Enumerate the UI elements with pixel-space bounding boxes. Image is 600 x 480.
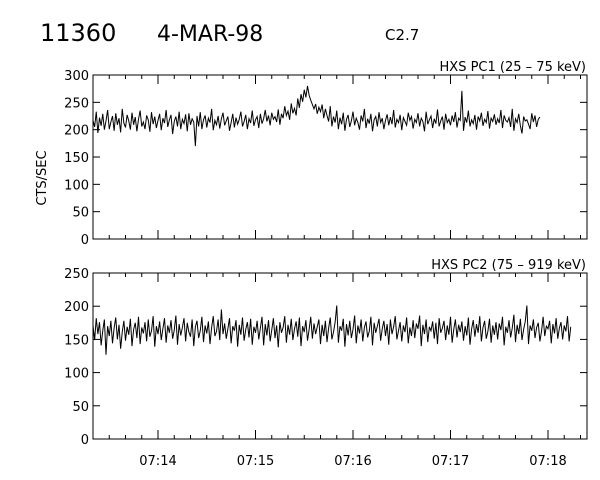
ytick-label: 50 (72, 400, 89, 415)
xtick-label: 07:14 (139, 454, 176, 469)
flare-id: 11360 (40, 19, 116, 47)
xtick-label: 07:17 (432, 454, 469, 469)
panel-pc1-trace (92, 85, 541, 147)
panel-pc2: HXS PC2 (75 – 919 keV) 0 50 100 150 200 250 07… (64, 258, 588, 469)
ytick-label: 300 (64, 69, 89, 84)
xtick-label: 07:18 (529, 454, 566, 469)
ytick-label: 50 (72, 206, 89, 221)
ytick-label: 0 (81, 233, 89, 248)
ytick-label: 0 (81, 433, 89, 448)
ytick-label: 100 (64, 367, 89, 382)
panel-pc1: HXS PC1 (25 – 75 keV) CTS/SEC 0 50 100 150 2… (35, 60, 588, 248)
ytick-label: 100 (64, 178, 89, 193)
panel-pc1-title: HXS PC1 (25 – 75 keV) (440, 60, 586, 75)
panel-pc1-ylabel: CTS/SEC (35, 150, 50, 205)
panel-pc1-frame (92, 74, 588, 240)
panel-pc1-ticks: 0 50 100 150 200 250 300 (64, 69, 587, 248)
ytick-label: 200 (64, 124, 89, 139)
panel-pc2-title: HXS PC2 (75 – 919 keV) (431, 258, 586, 273)
panel-pc2-frame (92, 272, 588, 440)
ytick-label: 150 (64, 151, 89, 166)
goes-class: C2.7 (385, 26, 419, 44)
xtick-label: 07:15 (237, 454, 274, 469)
ytick-label: 150 (64, 333, 89, 348)
observation-date: 4-MAR-98 (157, 22, 263, 47)
ytick-label: 250 (64, 96, 89, 111)
panel-pc2-ticks: 0 50 100 150 200 250 07:14 07:15 07:16 07:17 07:18 (64, 267, 587, 469)
ytick-label: 200 (64, 300, 89, 315)
ytick-label: 250 (64, 267, 89, 282)
xtick-label: 07:16 (334, 454, 371, 469)
panel-pc2-trace (92, 305, 572, 355)
